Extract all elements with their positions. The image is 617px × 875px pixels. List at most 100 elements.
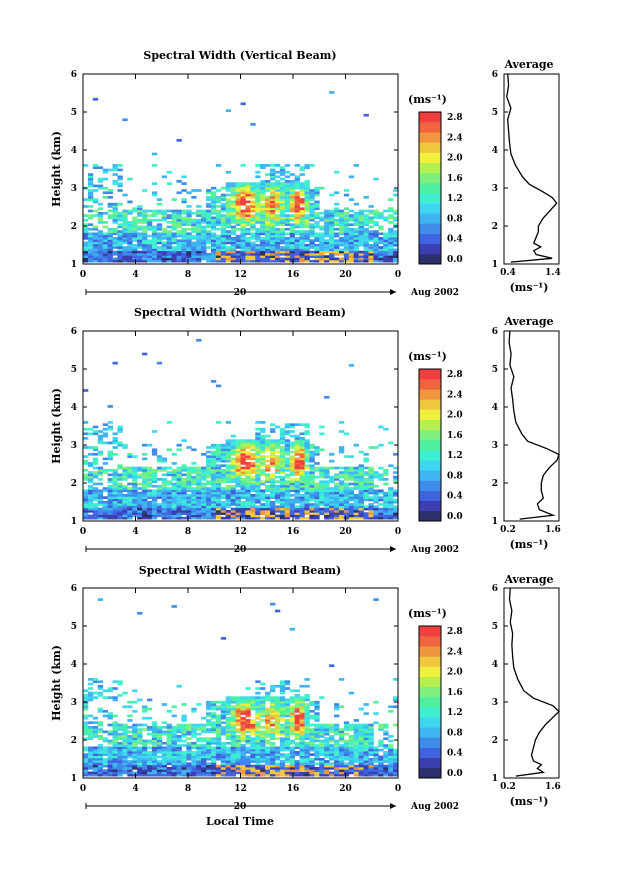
heat-cell bbox=[319, 512, 325, 515]
heat-cell bbox=[338, 748, 345, 752]
heat-cell bbox=[324, 500, 330, 504]
heat-cell bbox=[201, 496, 207, 499]
heat-cell bbox=[260, 741, 266, 745]
heat-cell bbox=[191, 723, 197, 727]
heat-cell bbox=[279, 516, 286, 520]
heat-cell bbox=[235, 443, 241, 447]
heat-cell bbox=[289, 216, 296, 220]
heat-cell bbox=[314, 221, 320, 224]
heat-cell bbox=[156, 223, 163, 227]
heat-cell bbox=[324, 753, 330, 756]
heat-cell bbox=[329, 496, 335, 499]
heat-cell bbox=[176, 480, 182, 484]
heat-cell bbox=[166, 473, 172, 477]
heat-cell bbox=[225, 202, 232, 206]
heat-cell bbox=[127, 503, 133, 506]
heat-cell bbox=[225, 473, 232, 477]
heat-cell bbox=[383, 500, 389, 504]
heat-cell bbox=[83, 427, 89, 431]
heat-cell bbox=[210, 751, 217, 754]
heat-cell bbox=[142, 246, 148, 249]
heat-cell bbox=[299, 173, 305, 176]
heat-cell bbox=[102, 471, 109, 474]
heat-cell bbox=[206, 705, 212, 709]
heat-cell bbox=[83, 716, 89, 720]
heat-cell bbox=[299, 211, 305, 215]
heat-cell bbox=[171, 252, 177, 256]
heat-cell bbox=[220, 707, 227, 711]
heat-cell bbox=[250, 441, 256, 445]
heat-cell bbox=[137, 698, 143, 702]
heat-cell bbox=[343, 507, 350, 511]
heat-cell bbox=[117, 250, 123, 254]
heat-cell bbox=[284, 241, 291, 245]
heat-cell bbox=[265, 484, 271, 488]
heat-cell bbox=[83, 243, 89, 247]
heat-cell bbox=[250, 257, 256, 261]
heat-cell bbox=[191, 764, 197, 768]
heat-cell bbox=[196, 487, 202, 490]
heat-cell bbox=[210, 741, 217, 745]
heat-cell bbox=[304, 446, 310, 449]
heat-cell bbox=[260, 489, 266, 493]
heat-cell bbox=[353, 507, 360, 511]
heat-cell bbox=[265, 721, 271, 725]
heat-cell bbox=[122, 507, 128, 511]
heat-cell bbox=[260, 189, 266, 192]
heat-cell bbox=[225, 707, 232, 711]
heat-cell bbox=[210, 771, 217, 775]
heat-cell bbox=[151, 507, 158, 511]
heat-cell bbox=[294, 480, 300, 484]
heat-cell bbox=[97, 466, 104, 470]
heat-cell bbox=[235, 755, 241, 759]
heat-cell bbox=[235, 746, 241, 750]
heat-cell bbox=[284, 191, 291, 195]
heat-cell bbox=[220, 207, 227, 211]
heat-cell bbox=[393, 234, 399, 238]
heat-cell bbox=[329, 232, 335, 236]
heat-cell bbox=[181, 252, 187, 256]
heat-cell bbox=[284, 700, 291, 704]
heat-cell bbox=[324, 255, 330, 258]
heat-cell bbox=[324, 232, 330, 236]
heat-cell bbox=[142, 221, 148, 224]
heat-cell bbox=[284, 207, 291, 211]
heat-cell bbox=[87, 446, 94, 449]
heat-cell bbox=[245, 730, 251, 734]
heat-cell bbox=[338, 512, 345, 515]
heat-cell bbox=[363, 466, 369, 470]
heat-cell bbox=[294, 694, 300, 697]
heat-cell bbox=[176, 500, 182, 504]
heat-cell bbox=[117, 491, 123, 495]
heat-cell bbox=[97, 248, 104, 252]
heat-cell bbox=[186, 466, 192, 470]
heat-cell bbox=[191, 746, 197, 750]
heat-cell bbox=[156, 218, 163, 222]
heat-cell bbox=[373, 257, 379, 261]
heat-cell bbox=[348, 227, 355, 231]
heat-cell bbox=[245, 696, 251, 699]
heat-cell bbox=[107, 191, 113, 195]
heat-cell bbox=[151, 243, 158, 247]
heat-cell bbox=[270, 177, 276, 181]
heat-cell bbox=[122, 746, 128, 750]
heat-cell bbox=[235, 741, 241, 745]
heat-cell bbox=[161, 473, 168, 477]
heat-cell bbox=[235, 751, 241, 754]
heat-cell bbox=[83, 509, 89, 513]
heat-cell bbox=[284, 446, 291, 449]
heat-cell bbox=[142, 211, 148, 215]
heat-cell bbox=[112, 735, 118, 738]
heat-cell bbox=[314, 216, 320, 220]
heat-cell bbox=[240, 239, 246, 242]
heat-cell bbox=[102, 186, 109, 190]
heat-cell bbox=[245, 762, 251, 766]
heat-cell bbox=[265, 730, 271, 734]
heat-cell bbox=[274, 703, 281, 706]
heat-cell bbox=[255, 505, 261, 509]
heat-cell bbox=[378, 248, 384, 252]
heat-cell bbox=[161, 227, 168, 231]
heat-cell bbox=[265, 496, 271, 499]
heat-cell bbox=[294, 505, 300, 509]
heat-cell bbox=[393, 478, 399, 481]
